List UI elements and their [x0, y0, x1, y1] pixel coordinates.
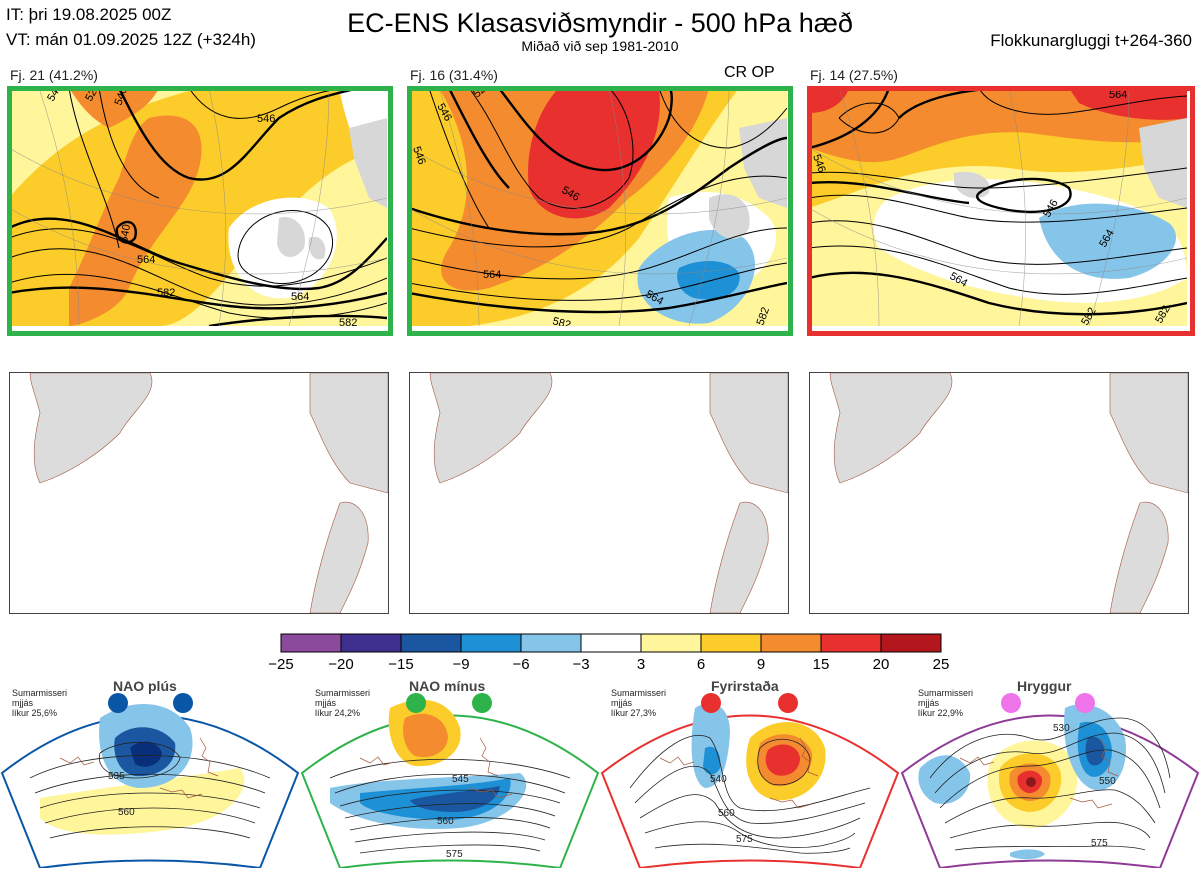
- regime-nao-minus-label: 560: [437, 816, 454, 827]
- cluster-1-contour-label: 540: [118, 223, 133, 243]
- regime-blocking-title: Fyrirstaða: [711, 678, 779, 694]
- regime-ridge-label: 575: [1091, 838, 1108, 849]
- cluster-2-label: Fj. 16 (31.4%): [410, 67, 498, 83]
- regime-blocking-prob: líkur 27,3%: [611, 708, 657, 718]
- empty-map-3-svg: [829, 373, 1188, 613]
- empty-map-1: [9, 372, 389, 614]
- colorbar-cell: [520, 633, 582, 653]
- colorbar-cell: [880, 633, 942, 653]
- regime-blocking-label: 540: [710, 774, 727, 785]
- colorbar-cell: [280, 633, 342, 653]
- regime-blocking: 540 560 575 Fyrirstaða Sumarmisseri mjjá…: [600, 678, 900, 868]
- colorbar-tick-label: 25: [932, 656, 950, 673]
- regime-nao-minus-label: 545: [452, 774, 469, 785]
- regime-blocking-season: Sumarmisseri: [611, 688, 667, 698]
- page-title: EC-ENS Klasasviðsmyndir - 500 hPa hæð: [347, 8, 853, 38]
- regime-blocking-svg: 540 560 575: [600, 693, 900, 868]
- regime-nao-plus-svg: 535 560: [0, 693, 300, 868]
- regime-ridge-label: 530: [1053, 723, 1070, 734]
- colorbar-tick-label: −20: [328, 656, 354, 673]
- regime-nao-minus-title: NAO mínus: [409, 678, 486, 694]
- regime-nao-minus-label: 575: [446, 849, 463, 860]
- cluster-map-1: 546 564 582 564 582 546 528 540 540: [9, 88, 387, 326]
- cluster-1-contour-label: 582: [339, 317, 357, 326]
- regime-nao-minus-season: Sumarmisseri: [315, 688, 371, 698]
- regime-nao-minus-prob: líkur 24,2%: [315, 708, 361, 718]
- regime-nao-plus-label: 535: [108, 771, 125, 782]
- cluster-1-contour-label: 564: [291, 291, 309, 303]
- regime-ridge-svg: 530 550 575: [900, 693, 1200, 868]
- cluster-3-label: Fj. 14 (27.5%): [810, 67, 898, 83]
- empty-map-1-svg: [10, 373, 388, 613]
- regime-nao-plus: 535 560 NAO plús Sumarmisseri mjjás líku…: [0, 678, 300, 868]
- page-subtitle: Miðað við sep 1981-2010: [521, 38, 679, 54]
- regime-ridge-label: 550: [1099, 776, 1116, 787]
- cluster-1-contour-label: 546: [257, 113, 275, 125]
- regime-ridge-avg: mjjás: [918, 698, 940, 708]
- cluster-2-contour-label: 582: [551, 315, 572, 326]
- colorbar-cell: [400, 633, 462, 653]
- regime-ridge-prob: líkur 22,9%: [918, 708, 964, 718]
- colorbar-tick-label: 20: [872, 656, 890, 673]
- colorbar-cell: [580, 633, 642, 653]
- colorbar: [280, 633, 942, 653]
- cluster-map-2-svg: 546 564 582 564 546 528 546 582: [409, 88, 787, 326]
- colorbar-tick-label: −9: [452, 656, 470, 673]
- colorbar-tick-label: −25: [268, 656, 294, 673]
- colorbar-tick-label: 9: [756, 656, 766, 673]
- regime-nao-minus: 545 560 575 NAO mínus Sumarmisseri mjjás…: [300, 678, 600, 868]
- colorbar-tick-label: −15: [388, 656, 414, 673]
- regime-nao-plus-label: 560: [118, 807, 135, 818]
- cluster-map-2: 546 564 582 564 546 528 546 582: [409, 88, 787, 326]
- colorbar-cell: [340, 633, 402, 653]
- colorbar-cell: [760, 633, 822, 653]
- cluster-1-contour-label: 564: [137, 254, 155, 266]
- empty-map-2: [409, 372, 789, 614]
- cluster-2-contour-label: 582: [755, 306, 773, 326]
- colorbar-tick-label: 3: [636, 656, 646, 673]
- regime-blocking-avg: mjjás: [611, 698, 633, 708]
- cluster-3-contour-label: 564: [1109, 89, 1127, 101]
- cluster-2-contour-label: 564: [483, 269, 501, 281]
- regime-blocking-label: 560: [718, 808, 735, 819]
- init-time: IT: þri 19.08.2025 00Z: [6, 5, 172, 24]
- regime-blocking-label: 575: [736, 834, 753, 845]
- regime-nao-plus-prob: líkur 25,6%: [12, 708, 58, 718]
- colorbar-tick-label: −3: [572, 656, 590, 673]
- colorbar-tick-label: 15: [812, 656, 830, 673]
- colorbar-tick-label: −6: [512, 656, 530, 673]
- regime-nao-plus-title: NAO plús: [113, 678, 177, 694]
- regime-nao-minus-avg: mjjás: [315, 698, 337, 708]
- cluster-map-3-svg: 546 564 582 546 564 564 582: [809, 88, 1187, 326]
- classification-window: Flokkunargluggi t+264-360: [990, 31, 1192, 50]
- regime-ridge: 530 550 575 Hryggur Sumarmisseri mjjás l…: [900, 678, 1200, 868]
- regime-nao-plus-season: Sumarmisseri: [12, 688, 68, 698]
- valid-time: VT: mán 01.09.2025 12Z (+324h): [6, 30, 256, 49]
- regime-ridge-season: Sumarmisseri: [918, 688, 974, 698]
- colorbar-cell: [640, 633, 702, 653]
- empty-map-3: [809, 372, 1189, 614]
- colorbar-cell: [460, 633, 522, 653]
- empty-map-2-svg: [429, 373, 788, 613]
- cluster-2-tag: CR OP: [724, 64, 775, 81]
- regime-nao-minus-svg: 545 560 575: [300, 693, 600, 868]
- regime-nao-plus-avg: mjjás: [12, 698, 34, 708]
- cluster-2-contour-label: 546: [410, 145, 428, 166]
- cluster-3-contour-label: 546: [810, 153, 828, 174]
- cluster-1-label: Fj. 21 (41.2%): [10, 67, 98, 83]
- colorbar-cell: [820, 633, 882, 653]
- cluster-map-1-svg: 546 564 582 564 582 546 528 540 540: [9, 88, 387, 326]
- cluster-map-3: 546 564 582 546 564 564 582: [809, 88, 1187, 326]
- cluster-1-contour-label: 582: [157, 287, 175, 299]
- regime-ridge-title: Hryggur: [1017, 678, 1072, 694]
- colorbar-tick-label: 6: [696, 656, 706, 673]
- colorbar-cell: [700, 633, 762, 653]
